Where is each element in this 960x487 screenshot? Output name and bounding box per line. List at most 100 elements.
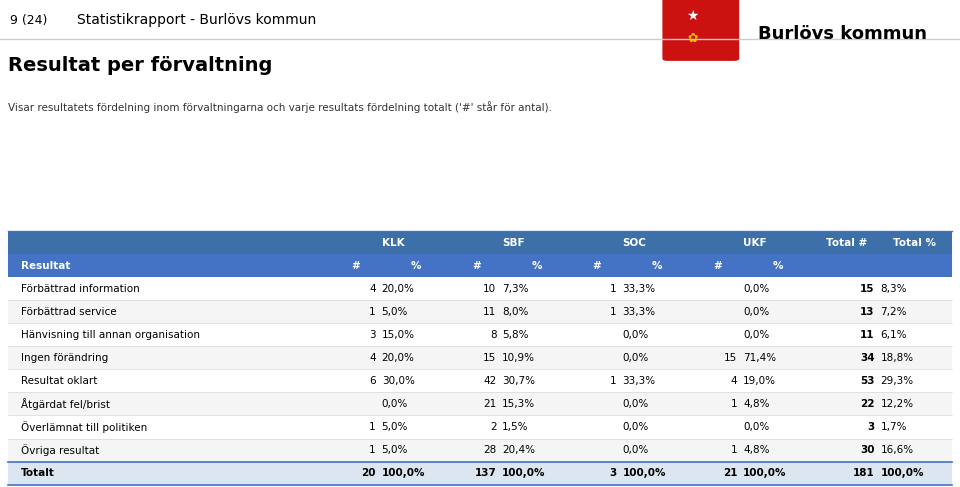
Text: Resultat per förvaltning: Resultat per förvaltning xyxy=(8,56,272,75)
Text: 15: 15 xyxy=(860,284,875,294)
Text: 7,3%: 7,3% xyxy=(502,284,529,294)
Text: 100,0%: 100,0% xyxy=(382,468,425,478)
Text: 1: 1 xyxy=(611,376,617,386)
Text: 11: 11 xyxy=(483,307,496,317)
Text: 53: 53 xyxy=(860,376,875,386)
Text: 22: 22 xyxy=(860,399,875,409)
Text: 1: 1 xyxy=(611,284,617,294)
Text: #: # xyxy=(351,261,360,271)
Text: 1: 1 xyxy=(731,445,737,455)
Text: 8,0%: 8,0% xyxy=(502,307,529,317)
Text: 15,0%: 15,0% xyxy=(382,330,415,340)
Text: 12,2%: 12,2% xyxy=(880,399,914,409)
Text: 1: 1 xyxy=(370,445,376,455)
Text: Förbättrad information: Förbättrad information xyxy=(21,284,139,294)
Text: KLK: KLK xyxy=(382,238,404,248)
Text: 20,4%: 20,4% xyxy=(502,445,535,455)
Text: #: # xyxy=(592,261,601,271)
Bar xyxy=(8,462,952,485)
Text: 0,0%: 0,0% xyxy=(382,399,408,409)
Text: 5,8%: 5,8% xyxy=(502,330,529,340)
Text: 30,0%: 30,0% xyxy=(382,376,415,386)
Text: 4: 4 xyxy=(370,284,376,294)
Text: 21: 21 xyxy=(723,468,737,478)
Text: 21: 21 xyxy=(483,399,496,409)
Text: 30: 30 xyxy=(860,445,875,455)
Text: 10,9%: 10,9% xyxy=(502,353,535,363)
Text: 1: 1 xyxy=(611,307,617,317)
Bar xyxy=(8,346,952,370)
Text: SBF: SBF xyxy=(502,238,525,248)
Text: 0,0%: 0,0% xyxy=(743,422,769,432)
Text: Total %: Total % xyxy=(894,238,936,248)
Text: %: % xyxy=(773,261,782,271)
Text: 137: 137 xyxy=(474,468,496,478)
Text: Överlämnat till politiken: Överlämnat till politiken xyxy=(21,421,147,433)
Text: Visar resultatets fördelning inom förvaltningarna och varje resultats fördelning: Visar resultatets fördelning inom förval… xyxy=(8,101,552,113)
Text: 7,2%: 7,2% xyxy=(880,307,907,317)
Text: 10: 10 xyxy=(483,284,496,294)
Text: 20,0%: 20,0% xyxy=(382,353,415,363)
Text: Åtgärdat fel/brist: Åtgärdat fel/brist xyxy=(21,398,109,410)
Text: 15: 15 xyxy=(724,353,737,363)
Text: 5,0%: 5,0% xyxy=(382,422,408,432)
Text: 16,6%: 16,6% xyxy=(880,445,914,455)
Text: 3: 3 xyxy=(610,468,617,478)
Text: %: % xyxy=(411,261,421,271)
Text: 100,0%: 100,0% xyxy=(743,468,786,478)
Text: 6,1%: 6,1% xyxy=(880,330,907,340)
Bar xyxy=(8,438,952,462)
Bar xyxy=(8,231,952,254)
Text: 0,0%: 0,0% xyxy=(623,353,649,363)
Bar xyxy=(8,323,952,346)
Text: UKF: UKF xyxy=(743,238,766,248)
Text: 0,0%: 0,0% xyxy=(743,330,769,340)
Text: 100,0%: 100,0% xyxy=(880,468,924,478)
Text: 18,8%: 18,8% xyxy=(880,353,914,363)
Text: 33,3%: 33,3% xyxy=(623,307,656,317)
Text: %: % xyxy=(652,261,662,271)
Text: 1,7%: 1,7% xyxy=(880,422,907,432)
Text: 4,8%: 4,8% xyxy=(743,399,770,409)
Text: 4: 4 xyxy=(731,376,737,386)
Text: Hänvisning till annan organisation: Hänvisning till annan organisation xyxy=(21,330,200,340)
Bar xyxy=(8,300,952,323)
Text: 1: 1 xyxy=(731,399,737,409)
FancyBboxPatch shape xyxy=(662,0,739,61)
Text: 20,0%: 20,0% xyxy=(382,284,415,294)
Text: ✿: ✿ xyxy=(687,32,698,44)
Text: 1: 1 xyxy=(370,307,376,317)
Text: Total #: Total # xyxy=(826,238,867,248)
Text: Resultat: Resultat xyxy=(21,261,70,271)
Bar xyxy=(8,415,952,438)
Text: 3: 3 xyxy=(868,422,875,432)
Text: Ingen förändring: Ingen förändring xyxy=(21,353,108,363)
Text: 19,0%: 19,0% xyxy=(743,376,776,386)
Text: 8: 8 xyxy=(490,330,496,340)
Text: 1,5%: 1,5% xyxy=(502,422,529,432)
Text: Förbättrad service: Förbättrad service xyxy=(21,307,116,317)
Text: 34: 34 xyxy=(860,353,875,363)
Text: 28: 28 xyxy=(483,445,496,455)
Text: 11: 11 xyxy=(860,330,875,340)
Bar xyxy=(8,254,952,278)
Text: 4,8%: 4,8% xyxy=(743,445,770,455)
Text: 13: 13 xyxy=(860,307,875,317)
Text: 0,0%: 0,0% xyxy=(623,399,649,409)
Text: Burlövs kommun: Burlövs kommun xyxy=(758,25,927,43)
Text: 3: 3 xyxy=(370,330,376,340)
Text: 15,3%: 15,3% xyxy=(502,399,536,409)
Text: 0,0%: 0,0% xyxy=(743,307,769,317)
Text: 20: 20 xyxy=(361,468,376,478)
Text: 4: 4 xyxy=(370,353,376,363)
Text: 9 (24): 9 (24) xyxy=(10,14,47,27)
Text: #: # xyxy=(713,261,722,271)
Text: 0,0%: 0,0% xyxy=(743,284,769,294)
Text: 0,0%: 0,0% xyxy=(623,330,649,340)
Bar xyxy=(8,278,952,300)
Text: 1: 1 xyxy=(370,422,376,432)
Text: Resultat oklart: Resultat oklart xyxy=(21,376,97,386)
Text: #: # xyxy=(472,261,481,271)
Text: 100,0%: 100,0% xyxy=(623,468,666,478)
Text: 15: 15 xyxy=(483,353,496,363)
